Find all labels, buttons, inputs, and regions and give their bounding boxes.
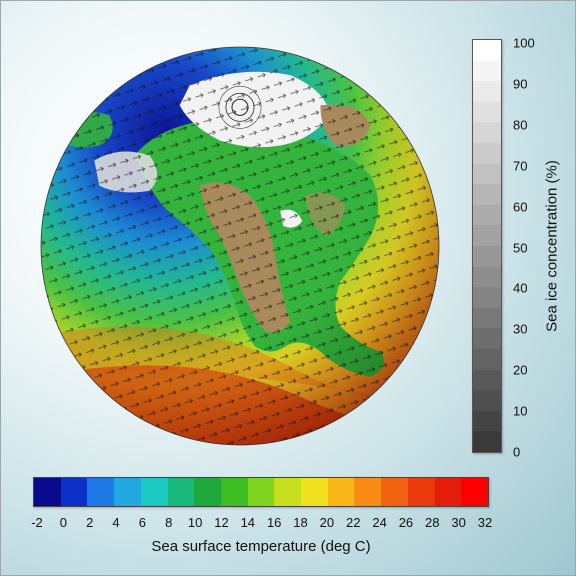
sst-colorbar-segment — [60, 478, 88, 506]
sst-colorbar-segment — [434, 478, 462, 506]
sst-colorbar-segment — [461, 478, 488, 506]
sst-colorbar-segment — [167, 478, 195, 506]
sst-tick-label: 2 — [86, 515, 94, 530]
ice-tick-label: 10 — [513, 403, 528, 419]
sst-tick-label: 4 — [112, 515, 120, 530]
sst-tick-label: 32 — [477, 515, 493, 530]
sst-tick-label: 16 — [266, 515, 282, 530]
ice-colorbar-segment — [473, 40, 501, 61]
ice-colorbar-segment — [473, 204, 501, 226]
sea-ice-colorbar-label: Sea ice concentration (%) — [543, 160, 561, 332]
ice-tick-label: 100 — [513, 35, 535, 51]
sst-colorbar-segment — [87, 478, 115, 506]
sst-tick-label: 26 — [398, 515, 414, 530]
ice-colorbar-segment — [473, 142, 501, 164]
sst-tick-label: 20 — [319, 515, 335, 530]
sea-ice-colorbar — [472, 39, 502, 453]
sst-tick-label: 28 — [425, 515, 440, 530]
ice-colorbar-segment — [473, 225, 501, 246]
sst-colorbar — [33, 477, 489, 507]
sst-colorbar-segment — [327, 478, 355, 506]
sst-tick-label: -2 — [31, 515, 43, 530]
ice-colorbar-segment — [473, 410, 501, 432]
sst-tick-label: 0 — [59, 515, 67, 530]
sst-colorbar-segment — [381, 478, 408, 506]
sst-colorbar-segment — [220, 478, 248, 506]
ice-colorbar-segment — [473, 184, 501, 205]
ice-colorbar-segment — [473, 122, 501, 143]
ice-colorbar-segment — [473, 328, 501, 349]
ice-tick-label: 30 — [513, 321, 528, 337]
sst-tick-label: 6 — [138, 515, 147, 530]
ice-colorbar-segment — [473, 266, 501, 288]
ice-colorbar-segment — [473, 60, 501, 82]
sst-colorbar-segment — [274, 478, 302, 506]
sst-colorbar-segment — [301, 478, 328, 506]
sst-tick-label: 8 — [165, 515, 173, 530]
ice-tick-label: 80 — [513, 117, 528, 133]
ice-colorbar-segment — [473, 369, 501, 391]
ice-colorbar-segment — [473, 101, 501, 123]
sst-colorbar-segment — [247, 478, 275, 506]
ice-colorbar-segment — [473, 307, 501, 329]
globe-map — [40, 46, 440, 446]
ice-colorbar-segment — [473, 245, 501, 267]
sst-tick-label: 24 — [372, 515, 387, 530]
sst-colorbar-segment — [407, 478, 435, 506]
ice-tick-label: 90 — [513, 76, 528, 92]
ice-tick-label: 70 — [513, 158, 528, 174]
sst-colorbar-segment — [354, 478, 382, 506]
sst-colorbar-segment — [34, 478, 61, 506]
ice-tick-label: 60 — [513, 199, 528, 215]
sst-colorbar-segment — [194, 478, 221, 506]
sst-tick-label: 14 — [240, 515, 256, 530]
ice-colorbar-segment — [473, 348, 501, 370]
sst-tick-label: 30 — [451, 515, 466, 530]
sst-colorbar-label: Sea surface temperature (deg C) — [151, 538, 371, 555]
sst-tick-label: 10 — [187, 515, 203, 530]
ice-tick-label: 50 — [513, 240, 528, 255]
ice-tick-label: 0 — [513, 444, 521, 460]
ice-colorbar-segment — [473, 431, 501, 452]
ice-colorbar-segment — [473, 81, 501, 102]
sst-colorbar-segment — [140, 478, 168, 506]
ice-tick-label: 20 — [513, 362, 528, 378]
sst-tick-label: 18 — [293, 515, 308, 530]
sst-tick-label: 22 — [346, 515, 361, 530]
ice-tick-label: 40 — [513, 280, 528, 296]
ice-colorbar-segment — [473, 163, 501, 185]
sst-tick-label: 12 — [214, 515, 229, 530]
ice-colorbar-segment — [473, 287, 501, 308]
sst-colorbar-segment — [114, 478, 141, 506]
ice-colorbar-segment — [473, 390, 501, 411]
